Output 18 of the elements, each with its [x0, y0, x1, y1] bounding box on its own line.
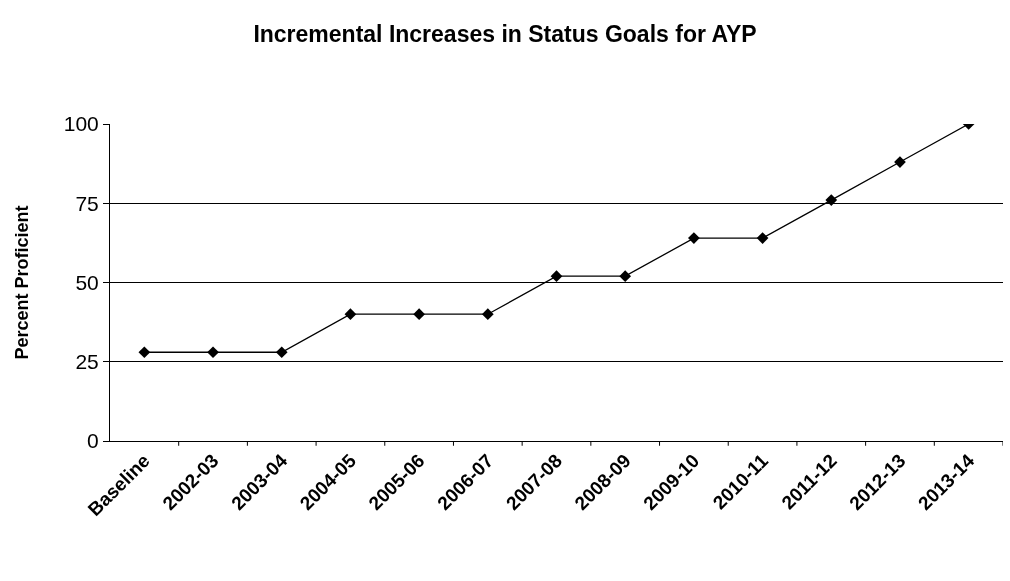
y-tick-label: 25 [75, 350, 99, 374]
point [756, 232, 769, 244]
point [619, 270, 632, 283]
point [207, 346, 219, 359]
point [550, 270, 563, 283]
y-tick-label: 0 [87, 429, 99, 453]
y-tick-label: 50 [75, 270, 99, 294]
point [413, 308, 425, 321]
y-tick-label: 100 [63, 112, 99, 136]
y-tick-label: 75 [75, 191, 99, 215]
point [275, 346, 288, 359]
point [825, 194, 838, 206]
point [138, 346, 151, 359]
point [344, 308, 357, 321]
point [481, 308, 494, 321]
y-axis-title: Percent Proficient [11, 205, 32, 360]
chart-title: Incremental Increases in Status Goals for AYP [253, 21, 757, 48]
point [688, 232, 700, 244]
